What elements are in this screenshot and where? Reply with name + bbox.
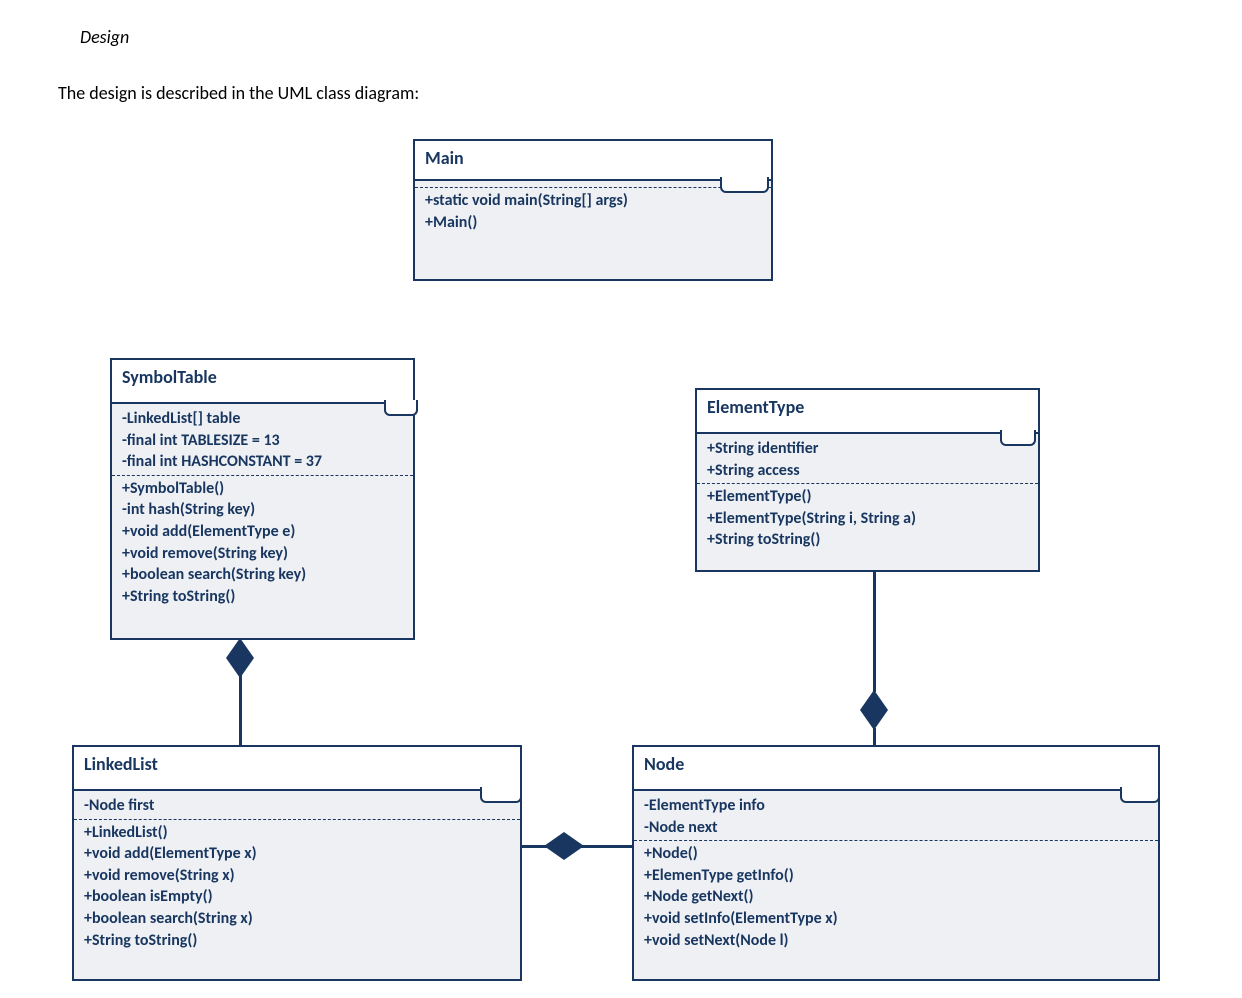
- uml-title: SymbolTable: [112, 360, 413, 404]
- uml-body: -LinkedList[] table-final int TABLESIZE …: [112, 404, 413, 638]
- uml-class-elementtype: ElementType +String identifier+String ac…: [695, 388, 1040, 572]
- uml-class-symboltable: SymbolTable -LinkedList[] table-final in…: [110, 358, 415, 640]
- composition-diamond: [550, 826, 578, 866]
- uml-tab-notch: [1120, 787, 1160, 803]
- uml-title: Node: [634, 747, 1158, 791]
- uml-body: -ElementType info-Node next+Node()+Eleme…: [634, 791, 1158, 979]
- uml-class-main: Main +static void main(String[] args)+Ma…: [413, 139, 773, 281]
- uml-tab-notch: [384, 400, 418, 416]
- uml-title: LinkedList: [74, 747, 520, 791]
- intro-text: The design is described in the UML class…: [58, 82, 419, 104]
- uml-class-linkedlist: LinkedList -Node first+LinkedList()+void…: [72, 745, 522, 981]
- section-heading: Design: [80, 26, 129, 48]
- uml-tab-notch: [720, 177, 769, 193]
- uml-class-node: Node -ElementType info-Node next+Node()+…: [632, 745, 1160, 981]
- uml-title: Main: [415, 141, 771, 181]
- connector-line: [873, 570, 876, 692]
- uml-tab-notch: [1000, 430, 1036, 446]
- connector-line: [873, 728, 876, 746]
- uml-body: +static void main(String[] args)+Main(): [415, 181, 771, 279]
- uml-tab-notch: [480, 787, 522, 803]
- composition-diamond: [226, 638, 254, 678]
- uml-body: +String identifier+String access+Element…: [697, 434, 1038, 570]
- composition-diamond: [860, 690, 888, 730]
- uml-body: -Node first+LinkedList()+void add(Elemen…: [74, 791, 520, 979]
- uml-title: ElementType: [697, 390, 1038, 434]
- connector-line: [239, 675, 242, 746]
